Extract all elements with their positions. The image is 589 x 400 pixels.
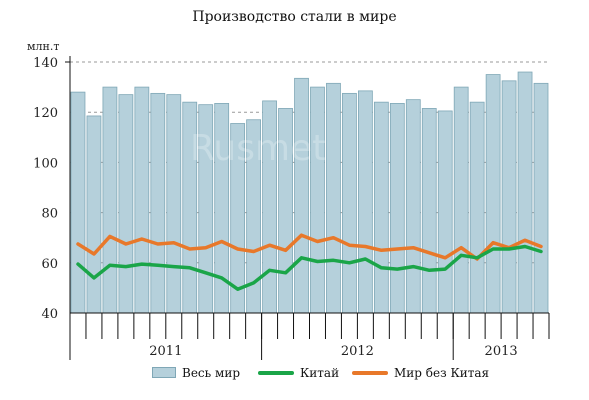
legend-swatch-world: [152, 367, 176, 378]
y-tick-label: 100: [33, 156, 58, 171]
bar-world: [150, 92, 166, 314]
legend-label-world-ex-china: Мир без Китая: [394, 366, 490, 380]
bar-world: [437, 110, 453, 314]
bar-world: [389, 103, 405, 314]
y-tick-label: 120: [33, 106, 58, 121]
bar-world: [70, 91, 86, 314]
bar-world: [405, 99, 421, 314]
line-china: [76, 244, 543, 291]
line-world-ex-china: [76, 233, 543, 261]
bar-world: [326, 82, 341, 314]
bar-world: [485, 74, 501, 314]
bar-world: [517, 71, 533, 314]
bar-world: [501, 80, 517, 314]
bar-world: [198, 104, 214, 314]
y-tick-label: 140: [33, 56, 58, 71]
bar-world: [310, 86, 325, 314]
bar-world: [421, 108, 437, 314]
bar-world: [469, 101, 485, 314]
legend-swatch-china: [258, 371, 294, 375]
bar-world: [86, 115, 102, 314]
bar-world: [373, 101, 389, 314]
legend-label-china: Китай: [300, 366, 340, 380]
bar-world: [182, 101, 198, 314]
line-series: [76, 233, 543, 291]
gridlines: [70, 61, 549, 264]
bar-world: [453, 86, 469, 314]
bar-world: [134, 86, 150, 314]
legend: Весь мир Китай Мир без Китая: [0, 365, 589, 381]
legend-swatch-world-ex-china: [352, 371, 388, 375]
bar-world: [166, 94, 182, 314]
y-tick-label: 40: [41, 307, 58, 322]
bar-world: [262, 100, 277, 314]
bar-world: [294, 77, 309, 314]
chart-title: Производство стали в мире: [192, 9, 397, 25]
bars-world: [70, 71, 549, 314]
bar-world: [102, 86, 118, 314]
y-tick-label: 80: [41, 207, 58, 222]
bar-world: [118, 94, 134, 314]
y-tick-label: 60: [41, 257, 58, 272]
axes: 40 60 80 100 120 140 2011 2012 2013: [33, 56, 550, 360]
bar-world: [278, 108, 293, 314]
bar-world: [342, 92, 357, 314]
year-label: 2012: [341, 344, 374, 359]
bar-world: [533, 82, 549, 314]
legend-label-world: Весь мир: [182, 366, 241, 380]
y-axis-unit: млн.т: [27, 40, 60, 53]
bar-world: [357, 90, 373, 314]
year-label: 2013: [485, 344, 518, 359]
year-label: 2011: [149, 344, 182, 359]
